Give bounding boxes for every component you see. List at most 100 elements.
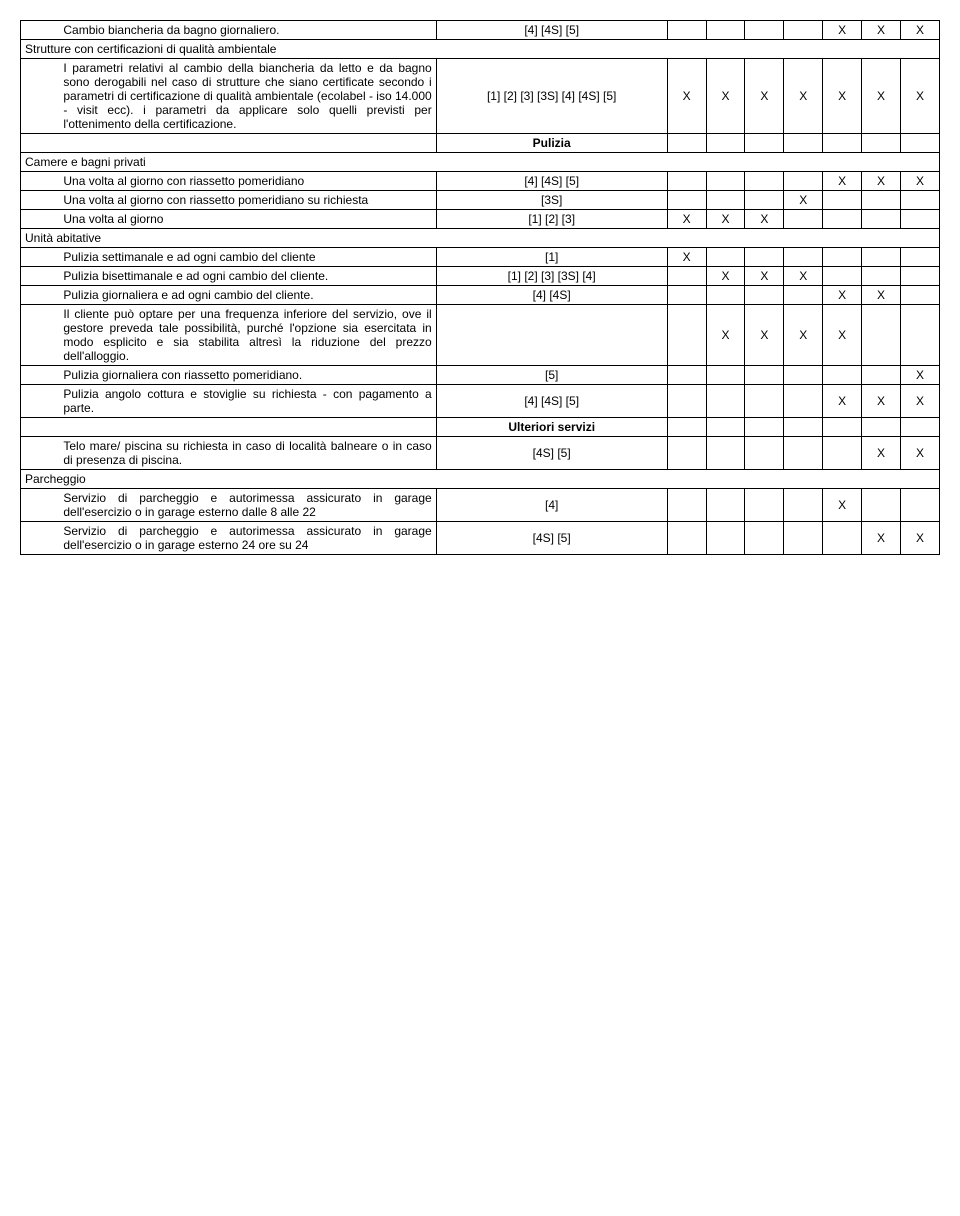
indent-cell bbox=[40, 522, 59, 555]
mark-cell bbox=[706, 489, 745, 522]
mark-cell: X bbox=[901, 437, 940, 470]
mark-cell bbox=[823, 191, 862, 210]
mark-cell bbox=[706, 286, 745, 305]
code-cell: [4] [4S] [5] bbox=[436, 385, 667, 418]
code-cell: [1] [2] [3] [3S] [4] bbox=[436, 267, 667, 286]
mark-cell bbox=[667, 305, 706, 366]
mark-cell: X bbox=[901, 172, 940, 191]
mark-cell: X bbox=[823, 286, 862, 305]
indent-cell bbox=[21, 172, 40, 191]
mark-cell: X bbox=[784, 305, 823, 366]
indent-cell bbox=[40, 172, 59, 191]
mark-cell bbox=[901, 210, 940, 229]
code-cell: [1] [2] [3] [3S] [4] [4S] [5] bbox=[436, 59, 667, 134]
mark-cell bbox=[823, 134, 862, 153]
mark-cell bbox=[784, 366, 823, 385]
mark-cell bbox=[901, 248, 940, 267]
mark-cell: X bbox=[862, 172, 901, 191]
mark-cell: X bbox=[784, 267, 823, 286]
mark-cell bbox=[823, 267, 862, 286]
mark-cell bbox=[667, 172, 706, 191]
code-cell: [1] [2] [3] bbox=[436, 210, 667, 229]
indent-cell bbox=[21, 305, 40, 366]
indent-cell bbox=[40, 489, 59, 522]
section-center-header: Ulteriori servizi bbox=[436, 418, 667, 437]
mark-cell bbox=[745, 437, 784, 470]
indent-cell bbox=[21, 21, 40, 40]
mark-cell bbox=[667, 522, 706, 555]
mark-cell bbox=[784, 248, 823, 267]
mark-cell bbox=[706, 21, 745, 40]
mark-cell: X bbox=[823, 59, 862, 134]
mark-cell bbox=[745, 21, 784, 40]
mark-cell: X bbox=[901, 59, 940, 134]
mark-cell bbox=[745, 489, 784, 522]
code-cell: [4S] [5] bbox=[436, 522, 667, 555]
section-header: Strutture con certificazioni di qualità … bbox=[21, 40, 940, 59]
mark-cell bbox=[784, 522, 823, 555]
mark-cell bbox=[706, 248, 745, 267]
mark-cell bbox=[862, 418, 901, 437]
code-cell: [4] bbox=[436, 489, 667, 522]
code-cell: [3S] bbox=[436, 191, 667, 210]
mark-cell: X bbox=[784, 191, 823, 210]
mark-cell bbox=[667, 267, 706, 286]
code-cell: [1] bbox=[436, 248, 667, 267]
mark-cell bbox=[784, 437, 823, 470]
indent-cell bbox=[21, 522, 40, 555]
mark-cell bbox=[667, 134, 706, 153]
mark-cell bbox=[667, 437, 706, 470]
indent-cell bbox=[40, 305, 59, 366]
mark-cell bbox=[823, 210, 862, 229]
mark-cell bbox=[823, 248, 862, 267]
description-cell: Pulizia giornaliera con riassetto pomeri… bbox=[59, 366, 436, 385]
indent-cell bbox=[21, 489, 40, 522]
mark-cell: X bbox=[901, 385, 940, 418]
mark-cell bbox=[667, 286, 706, 305]
mark-cell bbox=[745, 172, 784, 191]
code-cell bbox=[436, 305, 667, 366]
indent-cell bbox=[21, 210, 40, 229]
mark-cell bbox=[706, 437, 745, 470]
mark-cell bbox=[901, 305, 940, 366]
indent-cell bbox=[40, 437, 59, 470]
indent-cell bbox=[21, 59, 40, 134]
mark-cell: X bbox=[862, 385, 901, 418]
mark-cell bbox=[862, 366, 901, 385]
mark-cell bbox=[667, 385, 706, 418]
code-cell: [4S] [5] bbox=[436, 437, 667, 470]
indent-cell bbox=[40, 418, 59, 437]
code-cell: [4] [4S] bbox=[436, 286, 667, 305]
description-cell: Pulizia angolo cottura e stoviglie su ri… bbox=[59, 385, 436, 418]
indent-cell bbox=[40, 267, 59, 286]
indent-cell bbox=[40, 286, 59, 305]
indent-cell bbox=[40, 210, 59, 229]
mark-cell: X bbox=[745, 305, 784, 366]
mark-cell bbox=[862, 489, 901, 522]
code-cell: [4] [4S] [5] bbox=[436, 21, 667, 40]
section-center-header: Pulizia bbox=[436, 134, 667, 153]
desc-cell bbox=[59, 418, 436, 437]
mark-cell bbox=[862, 248, 901, 267]
indent-cell bbox=[21, 437, 40, 470]
indent-cell bbox=[40, 59, 59, 134]
description-cell: Una volta al giorno con riassetto pomeri… bbox=[59, 172, 436, 191]
mark-cell: X bbox=[667, 248, 706, 267]
indent-cell bbox=[40, 248, 59, 267]
mark-cell bbox=[706, 134, 745, 153]
desc-cell bbox=[59, 134, 436, 153]
mark-cell bbox=[862, 191, 901, 210]
mark-cell: X bbox=[745, 59, 784, 134]
section-header: Unità abitative bbox=[21, 229, 940, 248]
mark-cell bbox=[706, 385, 745, 418]
mark-cell: X bbox=[823, 385, 862, 418]
mark-cell bbox=[784, 21, 823, 40]
mark-cell: X bbox=[823, 21, 862, 40]
section-header: Parcheggio bbox=[21, 470, 940, 489]
mark-cell bbox=[784, 385, 823, 418]
mark-cell bbox=[667, 21, 706, 40]
mark-cell bbox=[745, 366, 784, 385]
description-cell: Pulizia giornaliera e ad ogni cambio del… bbox=[59, 286, 436, 305]
mark-cell bbox=[745, 191, 784, 210]
mark-cell bbox=[745, 385, 784, 418]
